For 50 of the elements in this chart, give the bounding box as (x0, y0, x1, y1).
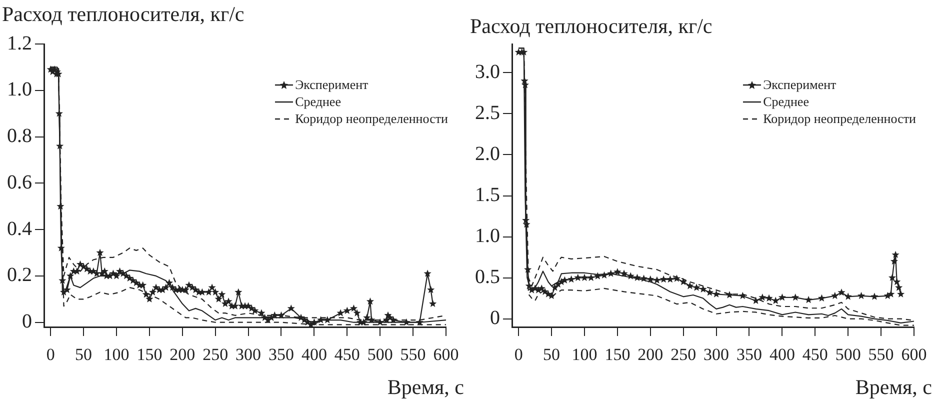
x-tick-label: 450 (334, 344, 360, 364)
x-tick-label: 250 (202, 344, 228, 364)
x-axis-title: Время, с (387, 375, 464, 400)
x-tick-label: 550 (868, 344, 894, 364)
x-tick-label: 350 (268, 344, 294, 364)
y-tick-label: 0.2 (7, 264, 32, 286)
x-tick-label: 450 (802, 344, 828, 364)
x-tick-label: 300 (704, 344, 730, 364)
x-tick-label: 600 (901, 344, 927, 364)
x-tick-label: 300 (236, 344, 262, 364)
x-tick-label: 250 (670, 344, 696, 364)
y-axis-title: Расход теплоносителя, кг/с (470, 14, 712, 39)
y-tick-label: 0.5 (475, 266, 500, 288)
legend-label: Эксперимент (763, 76, 836, 93)
x-tick-label: 150 (136, 344, 162, 364)
x-tick-label: 600 (433, 344, 459, 364)
y-tick-label: 2.0 (475, 142, 500, 165)
x-tick-label: 50 (543, 344, 560, 364)
x-tick-label: 400 (769, 344, 795, 364)
y-tick-label: 0.8 (7, 125, 32, 148)
y-tick-label: 1.2 (7, 32, 32, 54)
x-tick-label: 100 (572, 344, 598, 364)
legend-label: Коридор неопределенности (295, 110, 448, 127)
y-tick-label: 1.0 (7, 78, 32, 101)
x-tick-label: 550 (400, 344, 426, 364)
x-tick-label: 200 (170, 344, 196, 364)
x-tick-label: 0 (514, 344, 523, 364)
x-tick-label: 400 (301, 344, 327, 364)
x-tick-label: 500 (835, 344, 861, 364)
y-tick-label: 3.0 (475, 60, 500, 83)
legend-label: Коридор неопределенности (763, 110, 916, 127)
y-tick-label: 0.4 (7, 218, 32, 240)
x-tick-label: 500 (367, 344, 393, 364)
x-tick-label: 100 (104, 344, 130, 364)
y-tick-label: 2.5 (475, 102, 500, 124)
x-tick-label: 0 (46, 344, 55, 364)
x-axis-title: Время, с (855, 375, 932, 400)
legend-label: Эксперимент (295, 76, 368, 93)
y-tick-label: 0 (22, 310, 32, 333)
y-tick-label: 0 (490, 307, 500, 330)
x-tick-label: 200 (638, 344, 664, 364)
legend-label: Среднее (763, 93, 809, 110)
legend-label: Среднее (295, 93, 341, 110)
x-tick-label: 50 (75, 344, 92, 364)
y-tick-label: 1.5 (475, 184, 500, 206)
y-axis-title: Расход теплоносителя, кг/с (2, 2, 244, 27)
x-tick-label: 350 (736, 344, 762, 364)
x-tick-label: 150 (604, 344, 630, 364)
y-tick-label: 0.6 (7, 171, 32, 194)
y-tick-label: 1.0 (475, 225, 500, 248)
